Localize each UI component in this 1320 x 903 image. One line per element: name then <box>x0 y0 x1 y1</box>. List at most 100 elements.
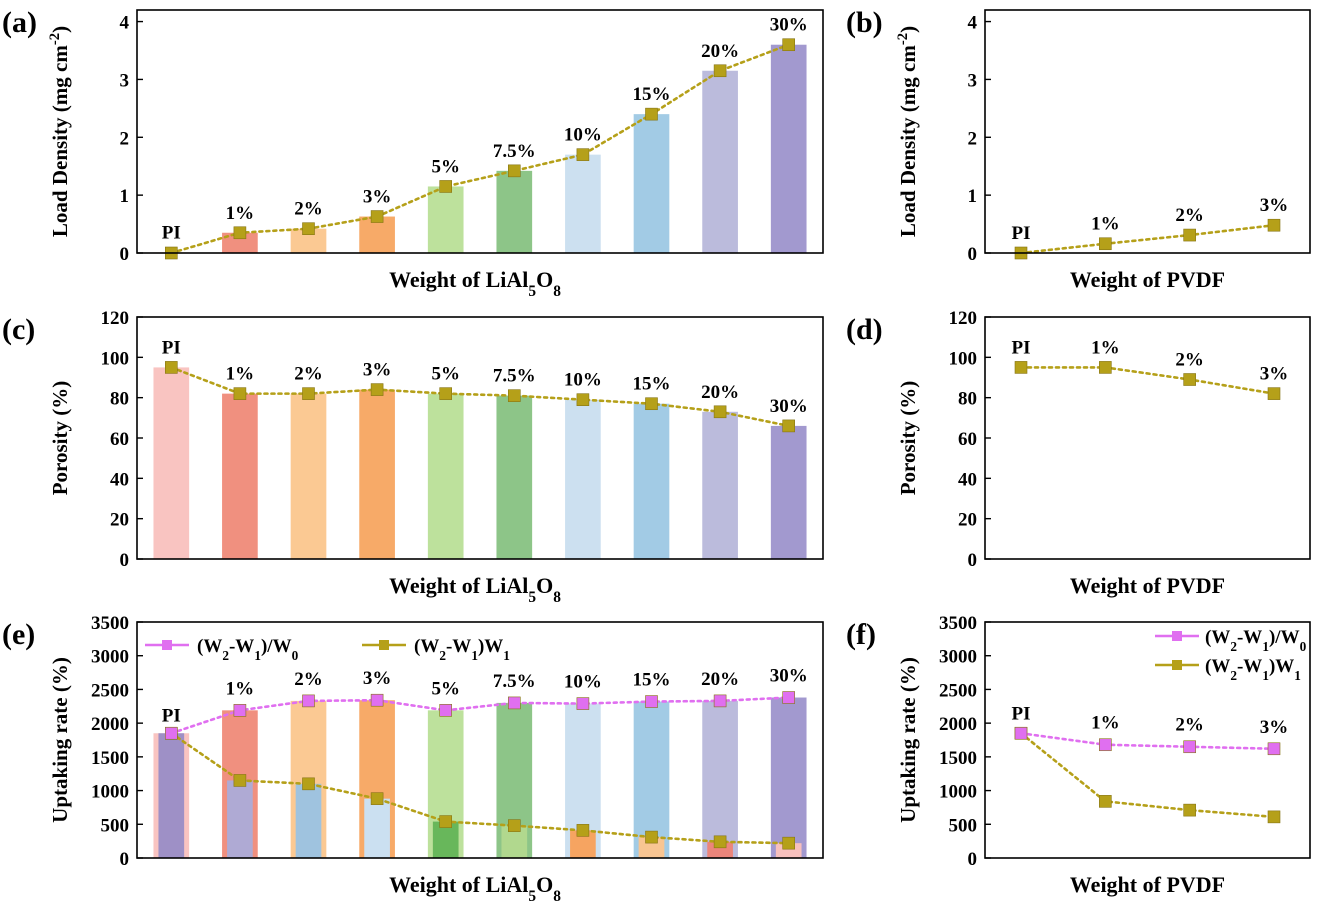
category-label: 5% <box>431 156 460 177</box>
series-w1-point <box>576 824 590 837</box>
bar <box>633 114 670 254</box>
y-tick-label: 0 <box>968 244 978 265</box>
series-point <box>576 393 590 406</box>
y-tick-label: 2000 <box>939 714 977 735</box>
y-tick-label: 0 <box>968 849 978 870</box>
text-span: )W <box>478 636 503 657</box>
bar <box>565 399 601 559</box>
panel-label: (b) <box>846 6 883 39</box>
series-w1-point <box>507 819 521 832</box>
y-tick-label: 0 <box>120 550 130 571</box>
y-tick-label: 80 <box>958 389 977 410</box>
series-w0-point <box>1014 726 1028 740</box>
panel-label: (f) <box>846 618 876 651</box>
text-span: 2 <box>439 648 446 663</box>
category-label: 1% <box>1091 713 1120 734</box>
inner-bar <box>775 843 802 858</box>
category-label: 2% <box>294 669 323 690</box>
series-w1-point <box>1183 803 1196 817</box>
series-w0-point <box>782 691 796 704</box>
y-tick-label: 2500 <box>939 680 977 701</box>
inner-bar <box>364 798 390 858</box>
series-w1-point <box>713 835 727 849</box>
category-label: 20% <box>701 41 739 62</box>
panel-label: (a) <box>2 6 37 39</box>
category-label: 1% <box>1091 337 1120 358</box>
y-tick-label: 3500 <box>939 613 977 634</box>
series-w0-point <box>233 704 247 717</box>
legend-swatch-marker <box>1172 660 1182 670</box>
series-w1-point <box>1099 795 1112 808</box>
legend-swatch-marker <box>379 640 389 650</box>
bar <box>427 186 464 253</box>
category-label: 1% <box>226 203 255 224</box>
text-span: 2 <box>1230 668 1237 683</box>
text-span: 1 <box>1294 668 1301 683</box>
y-tick-label: 1500 <box>939 748 977 769</box>
legend-label: (W2-W1)W1 <box>1205 656 1301 683</box>
series-point <box>233 226 247 240</box>
bar <box>153 367 190 559</box>
x-axis-title: Weight of LiAl5O8 <box>389 267 561 300</box>
y-tick-label: 2000 <box>91 714 129 735</box>
text-span: 8 <box>553 888 561 903</box>
series-point <box>1099 361 1112 374</box>
series-point <box>233 387 247 400</box>
series-point <box>1014 361 1028 374</box>
bar <box>222 232 258 253</box>
series-point <box>370 210 384 223</box>
category-label: 7.5% <box>493 366 536 387</box>
series-point <box>1267 387 1281 400</box>
category-label: 7.5% <box>493 141 536 162</box>
text-span: -W <box>446 636 471 657</box>
series-point <box>507 164 521 178</box>
text-span: 8 <box>553 589 561 606</box>
inner-bar <box>158 733 185 858</box>
text-span: 8 <box>553 283 561 300</box>
legend-swatch-marker <box>1172 631 1182 641</box>
category-label: PI <box>1012 337 1031 358</box>
panel-d: 0 20 40 60 80 100 120 PI 1% 2% 3% (d) Porosity (%) We… <box>846 308 1311 598</box>
text-span: O <box>536 872 553 897</box>
text-span: Load Density (mg cm <box>896 45 920 237</box>
series-point <box>302 222 315 235</box>
text-span: 1 <box>503 648 510 663</box>
bar <box>702 411 738 559</box>
y-tick-label: 80 <box>110 389 129 410</box>
series-w0-line <box>1019 731 1276 751</box>
text-span: 5 <box>528 888 536 903</box>
legend-swatch-marker <box>162 640 172 650</box>
inner-bar <box>295 783 322 858</box>
inner-bar <box>707 841 733 858</box>
text-span: Weight of PVDF <box>1070 267 1225 292</box>
category-label: 3% <box>363 360 392 381</box>
text-span: Porosity (%) <box>48 381 72 496</box>
axes-frame <box>984 316 1311 560</box>
category-label: 7.5% <box>493 671 536 692</box>
legend-label: (W2-W1)/W0 <box>197 636 299 663</box>
series-w1-point <box>782 836 796 850</box>
bar <box>702 70 738 253</box>
series-w1-line <box>1019 731 1276 819</box>
axes-frame <box>984 621 1311 859</box>
y-tick-label: 3000 <box>91 647 129 668</box>
series-w0-point <box>1183 740 1196 754</box>
category-label: 2% <box>1175 350 1204 371</box>
text-span: Uptaking rate (%) <box>896 657 920 823</box>
text-span: Weight of PVDF <box>1070 573 1225 598</box>
category-label: 1% <box>1091 214 1120 235</box>
text-span: ) <box>896 26 920 33</box>
series-w0-point <box>1099 738 1112 752</box>
series-w0-point <box>165 726 178 740</box>
series-w1-point <box>302 777 315 791</box>
text-span: O <box>536 573 553 598</box>
inner-bar <box>227 780 253 858</box>
text-span: Weight of LiAl <box>389 573 528 598</box>
series-w1-line <box>170 731 791 845</box>
series-w0-point <box>507 696 521 710</box>
category-label: 30% <box>770 396 808 417</box>
text-span: 2 <box>1230 639 1237 654</box>
y-tick-label: 20 <box>958 510 977 531</box>
x-axis-title: Weight of LiAl5O8 <box>389 872 561 903</box>
